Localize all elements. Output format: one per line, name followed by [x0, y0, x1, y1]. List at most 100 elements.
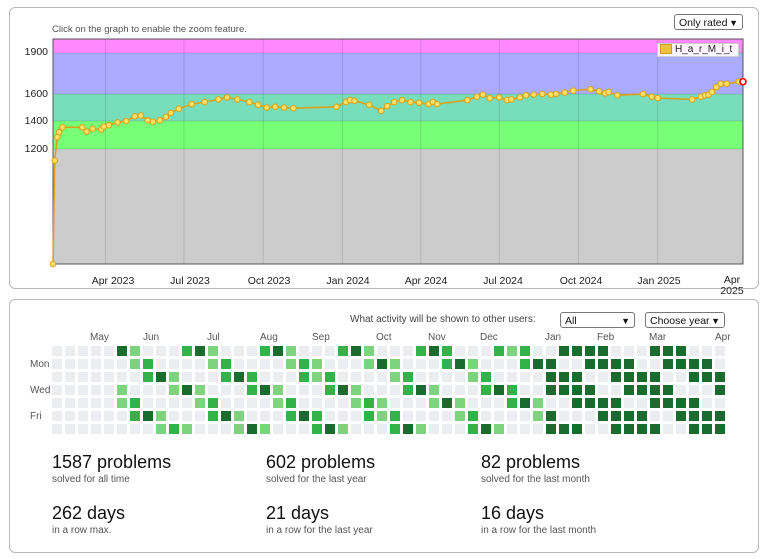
activity-cell[interactable] — [299, 411, 309, 421]
activity-cell[interactable] — [585, 411, 595, 421]
rating-point[interactable] — [390, 98, 398, 106]
activity-cell[interactable] — [481, 372, 491, 382]
activity-cell[interactable] — [572, 372, 582, 382]
rating-point[interactable] — [333, 103, 340, 111]
activity-cell[interactable] — [208, 398, 218, 408]
activity-cell[interactable] — [208, 424, 218, 434]
rating-point[interactable] — [89, 125, 96, 132]
activity-cell[interactable] — [351, 411, 361, 421]
activity-cell[interactable] — [377, 398, 387, 408]
activity-cell[interactable] — [338, 424, 348, 434]
activity-cell[interactable] — [234, 385, 244, 395]
activity-cell[interactable] — [533, 346, 543, 356]
rating-point[interactable] — [290, 104, 297, 112]
rating-point[interactable] — [114, 119, 121, 126]
rating-point[interactable] — [280, 104, 288, 111]
activity-cell[interactable] — [273, 372, 283, 382]
activity-cell[interactable] — [156, 411, 166, 421]
activity-cell[interactable] — [429, 372, 439, 382]
rating-point[interactable] — [595, 87, 603, 95]
activity-cell[interactable] — [429, 411, 439, 421]
activity-cell[interactable] — [364, 372, 374, 382]
rating-point[interactable] — [55, 128, 63, 136]
activity-cell[interactable] — [169, 398, 179, 408]
activity-cell[interactable] — [624, 424, 634, 434]
rating-point[interactable] — [122, 117, 130, 125]
activity-cell[interactable] — [117, 385, 127, 395]
activity-cell[interactable] — [442, 385, 452, 395]
rating-point[interactable] — [377, 107, 385, 115]
activity-cell[interactable] — [325, 398, 335, 408]
activity-cell[interactable] — [65, 372, 75, 382]
activity-cell[interactable] — [299, 346, 309, 356]
activity-cell[interactable] — [65, 424, 75, 434]
activity-cell[interactable] — [286, 398, 296, 408]
activity-cell[interactable] — [221, 359, 231, 369]
activity-cell[interactable] — [117, 359, 127, 369]
activity-cell[interactable] — [364, 385, 374, 395]
activity-cell[interactable] — [338, 359, 348, 369]
activity-cell[interactable] — [377, 372, 387, 382]
rating-point[interactable] — [365, 101, 373, 109]
activity-cell[interactable] — [416, 372, 426, 382]
activity-cell[interactable] — [312, 359, 322, 369]
activity-cell[interactable] — [702, 359, 712, 369]
activity-cell[interactable] — [637, 411, 647, 421]
activity-cell[interactable] — [429, 359, 439, 369]
activity-cell[interactable] — [260, 411, 270, 421]
activity-cell[interactable] — [429, 346, 439, 356]
activity-cell[interactable] — [663, 359, 673, 369]
activity-cell[interactable] — [416, 359, 426, 369]
activity-cell[interactable] — [611, 372, 621, 382]
activity-cell[interactable] — [494, 385, 504, 395]
activity-cell[interactable] — [286, 411, 296, 421]
activity-cell[interactable] — [338, 385, 348, 395]
activity-cell[interactable] — [208, 346, 218, 356]
activity-cell[interactable] — [65, 398, 75, 408]
rating-point[interactable] — [538, 90, 546, 98]
activity-cell[interactable] — [299, 359, 309, 369]
activity-cell[interactable] — [507, 411, 517, 421]
activity-cell[interactable] — [663, 385, 673, 395]
activity-cell[interactable] — [351, 372, 361, 382]
activity-cell[interactable] — [117, 398, 127, 408]
activity-cell[interactable] — [611, 346, 621, 356]
activity-cell[interactable] — [481, 359, 491, 369]
activity-cell[interactable] — [559, 359, 569, 369]
rating-point[interactable] — [201, 98, 208, 106]
activity-cell[interactable] — [312, 398, 322, 408]
activity-cell[interactable] — [247, 372, 257, 382]
activity-cell[interactable] — [247, 359, 257, 369]
rating-point[interactable] — [473, 93, 481, 100]
activity-cell[interactable] — [715, 411, 725, 421]
activity-cell[interactable] — [663, 411, 673, 421]
rating-point[interactable] — [137, 112, 145, 119]
rating-point[interactable] — [271, 103, 279, 111]
rating-point[interactable] — [522, 92, 530, 99]
rating-point[interactable] — [495, 94, 503, 101]
activity-cell[interactable] — [364, 398, 374, 408]
activity-cell[interactable] — [702, 398, 712, 408]
activity-cell[interactable] — [442, 372, 452, 382]
activity-cell[interactable] — [299, 372, 309, 382]
activity-cell[interactable] — [182, 424, 192, 434]
rating-point[interactable] — [516, 94, 524, 101]
activity-cell[interactable] — [78, 346, 88, 356]
activity-cell[interactable] — [585, 359, 595, 369]
activity-cell[interactable] — [546, 359, 556, 369]
activity-cell[interactable] — [624, 398, 634, 408]
activity-cell[interactable] — [195, 372, 205, 382]
activity-cell[interactable] — [390, 398, 400, 408]
activity-cell[interactable] — [663, 346, 673, 356]
activity-cell[interactable] — [351, 346, 361, 356]
activity-cell[interactable] — [403, 424, 413, 434]
activity-cell[interactable] — [247, 424, 257, 434]
activity-cell[interactable] — [247, 385, 257, 395]
activity-cell[interactable] — [130, 398, 140, 408]
activity-cell[interactable] — [624, 385, 634, 395]
activity-cell[interactable] — [598, 359, 608, 369]
activity-cell[interactable] — [390, 359, 400, 369]
rating-point[interactable] — [156, 117, 164, 124]
activity-cell[interactable] — [221, 411, 231, 421]
activity-cell[interactable] — [351, 385, 361, 395]
